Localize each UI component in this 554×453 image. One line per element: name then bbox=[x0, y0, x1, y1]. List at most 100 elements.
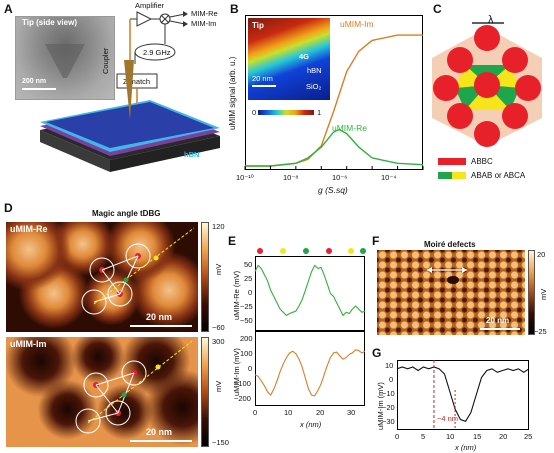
legend-abbc-swatch bbox=[438, 158, 466, 165]
g-ytick-3: −20 bbox=[382, 403, 395, 412]
g-chart bbox=[396, 360, 530, 430]
panel-c-label: C bbox=[433, 2, 442, 16]
e-ylabel-re: uMIM-Re (mV) bbox=[232, 270, 241, 320]
device-stack bbox=[40, 60, 220, 172]
f-map bbox=[377, 250, 525, 335]
e-re-tick-2: 0 bbox=[248, 288, 253, 297]
legend-ab-swatch bbox=[438, 172, 452, 179]
f-scale-bar bbox=[480, 328, 520, 330]
e-im-frame bbox=[255, 331, 365, 406]
cbar-min: 0 bbox=[252, 108, 257, 117]
legend-abab: ABAB or ABCA bbox=[471, 171, 526, 180]
legend-abca-swatch bbox=[452, 172, 466, 179]
panel-f-label: F bbox=[372, 234, 380, 248]
e-re-tick-3: −25 bbox=[240, 302, 253, 311]
e-chart bbox=[254, 264, 366, 397]
tip-scale-label: 200 nm bbox=[22, 78, 47, 85]
series-umim-im bbox=[396, 366, 530, 422]
d-re-scale: 20 nm bbox=[146, 312, 173, 322]
panel-b-label: B bbox=[230, 2, 239, 16]
d-im-scale-bar bbox=[130, 440, 192, 442]
d-im-map bbox=[6, 337, 198, 447]
inset-colorbar bbox=[258, 110, 314, 115]
g-xtick-0: 0 bbox=[395, 432, 400, 441]
e-re-tick-4: −50 bbox=[240, 316, 253, 325]
b-xtick-1: 10⁻⁸ bbox=[283, 173, 299, 182]
f-colorbar bbox=[528, 250, 535, 335]
f-title: Moiré defects bbox=[424, 240, 476, 249]
abbc-site bbox=[502, 103, 528, 129]
g-ytick-4: −30 bbox=[382, 417, 395, 426]
coupler-label: Coupler bbox=[101, 47, 110, 74]
d-re-map bbox=[6, 222, 198, 332]
g-ytick-0: 10 bbox=[385, 361, 394, 370]
g-ytick-1: 0 bbox=[389, 375, 394, 384]
d-im-scale: 20 nm bbox=[146, 427, 173, 437]
b-chart bbox=[244, 34, 424, 170]
curve-re-label: uMIM-Re bbox=[332, 123, 367, 133]
e-xtick-1: 10 bbox=[284, 408, 293, 417]
cbar-max: 1 bbox=[317, 108, 322, 117]
g-xtick-1: 5 bbox=[421, 432, 426, 441]
panel-d-label: D bbox=[4, 201, 13, 215]
series-umim-im bbox=[254, 349, 366, 397]
d-re-min: −60 bbox=[212, 323, 225, 332]
g-xtick-4: 20 bbox=[499, 432, 508, 441]
e-xlabel: x (nm) bbox=[300, 420, 322, 429]
abbc-site bbox=[474, 25, 500, 51]
d-im-label: uMIM-Im bbox=[10, 339, 47, 349]
b-xlabel: g (S.sq) bbox=[318, 185, 348, 195]
g-xtick-3: 15 bbox=[473, 432, 482, 441]
series-umim-re bbox=[245, 128, 424, 167]
series-umim-re bbox=[254, 264, 366, 317]
d-title: Magic angle tDBG bbox=[92, 209, 161, 218]
b-xtick-2: 10⁻⁶ bbox=[332, 173, 348, 182]
abbc-site bbox=[474, 72, 500, 98]
tip-shape bbox=[45, 44, 85, 78]
c-lambda: λ bbox=[488, 14, 494, 26]
e-im-tick-1: 100 bbox=[240, 349, 253, 358]
inset-hbn: hBN bbox=[307, 66, 322, 75]
abbc-site bbox=[515, 75, 541, 101]
inset-scale-label: 20 nm bbox=[252, 74, 273, 83]
d-im-colorbar bbox=[201, 337, 209, 447]
layer-si: Si bbox=[196, 173, 203, 182]
e-re-frame bbox=[255, 256, 365, 331]
b-xtick-0: 10⁻¹⁰ bbox=[236, 173, 254, 182]
e-xtick-0: 0 bbox=[253, 408, 258, 417]
f-max: 20 bbox=[537, 250, 546, 259]
b-xtick-3: 10⁻⁴ bbox=[381, 173, 397, 182]
abbc-site bbox=[447, 103, 473, 129]
freq-label: 2.9 GHz bbox=[143, 48, 171, 57]
e-im-tick-2: 0 bbox=[248, 364, 253, 373]
e-top-dots bbox=[257, 248, 366, 254]
f-min: −25 bbox=[534, 327, 547, 336]
f-overlay bbox=[427, 267, 467, 284]
tip-scale-bar bbox=[22, 88, 56, 90]
f-scale: 20 nm bbox=[486, 316, 510, 325]
g-xtick-5: 25 bbox=[524, 432, 533, 441]
panel-e-label: E bbox=[228, 234, 237, 248]
g-annot: ~4 nm bbox=[437, 414, 459, 423]
layer-sio2: SiO₂ bbox=[190, 162, 206, 171]
d-re-scale-bar bbox=[130, 325, 192, 327]
inset-4g: 4G bbox=[299, 52, 310, 61]
f-unit: mV bbox=[539, 288, 548, 300]
curve-im-label: uMIM-Im bbox=[340, 19, 374, 29]
d-re-label: uMIM-Re bbox=[10, 224, 48, 234]
e-im-tick-4: −200 bbox=[234, 394, 251, 403]
d-im-unit: mV bbox=[214, 380, 223, 392]
mim-circuit bbox=[116, 11, 188, 104]
g-xlabel: x (nm) bbox=[455, 443, 477, 452]
e-re-tick-1: 25 bbox=[244, 274, 253, 283]
e-xtick-2: 20 bbox=[316, 408, 325, 417]
layer-hbn: hBN bbox=[184, 150, 200, 159]
b-plot-frame bbox=[245, 15, 423, 170]
panel-a-label: A bbox=[4, 2, 13, 16]
d-re-max: 120 bbox=[212, 222, 225, 231]
inset-sio2: SiO₂ bbox=[306, 82, 322, 91]
out-re-label: MIM-Re bbox=[191, 9, 218, 18]
e-xtick-3: 30 bbox=[347, 408, 356, 417]
inset-scale-bar bbox=[252, 85, 276, 87]
inset-tip: Tip bbox=[252, 21, 264, 30]
